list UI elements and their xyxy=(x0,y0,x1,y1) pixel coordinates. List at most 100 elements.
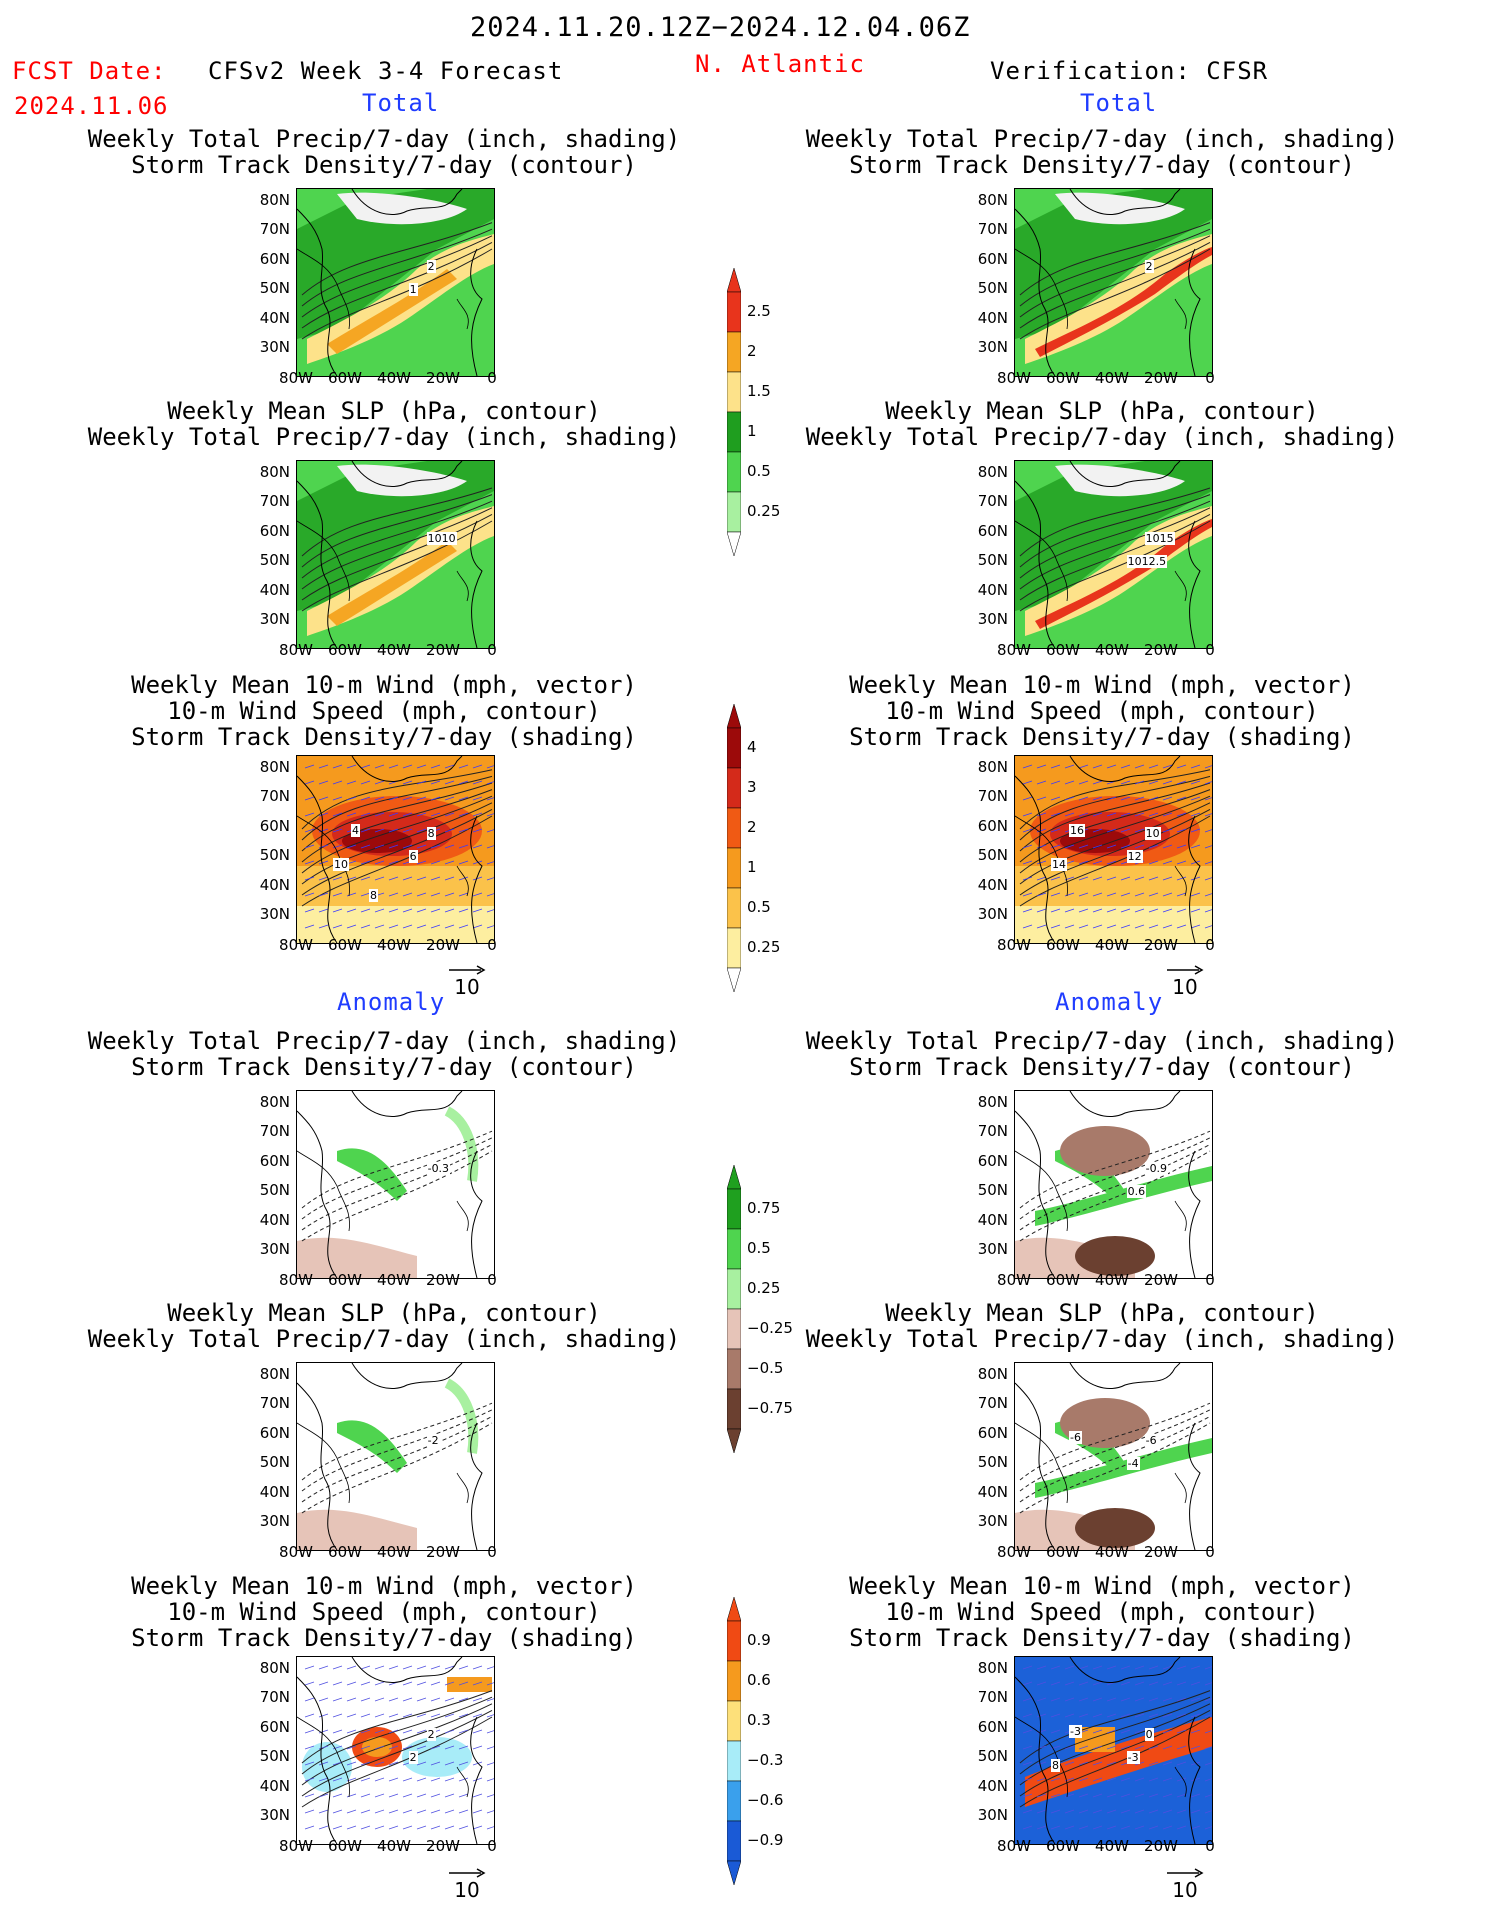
lon-tick: 40W xyxy=(377,369,411,387)
vector-ref-value: 10 xyxy=(454,1878,480,1902)
colorbar-precip_anom xyxy=(726,1164,742,1457)
lat-tick: 30N xyxy=(259,1240,290,1258)
map-panel: 8 6 4 10 8 xyxy=(296,755,495,944)
panel-title: Weekly Total Precip/7-day (inch, shading… xyxy=(87,1027,681,1055)
model-title: CFSv2 Week 3-4 Forecast xyxy=(208,57,564,85)
vector-ref-right-total xyxy=(1165,962,1205,981)
lat-tick: 50N xyxy=(977,846,1008,865)
contour-label: 2 xyxy=(408,1750,418,1764)
lat-tick: 40N xyxy=(259,308,290,327)
map-plot xyxy=(1015,1657,1212,1844)
colorbar-label: 0.25 xyxy=(747,1279,781,1297)
map-plot xyxy=(297,1363,494,1550)
panel-title: Weekly Total Precip/7-day (inch, shading… xyxy=(87,125,681,153)
colorbar-track_anom xyxy=(726,1596,742,1889)
lon-tick: 40W xyxy=(1095,1543,1129,1561)
contour-label: 8 xyxy=(369,888,378,902)
lat-tick: 70N xyxy=(259,1394,290,1413)
lat-tick: 40N xyxy=(259,1210,290,1229)
contour-label: 1 xyxy=(408,282,418,296)
lon-tick: 80W xyxy=(279,369,313,387)
lat-tick: 60N xyxy=(977,816,1008,835)
contour-label: 1015 xyxy=(1144,532,1175,546)
lat-tick: 80N xyxy=(977,463,1008,481)
section-anomaly-right: Anomaly xyxy=(1055,988,1164,1016)
lat-tick: 60N xyxy=(977,1717,1008,1736)
lat-tick: 60N xyxy=(259,816,290,835)
lon-tick: 80W xyxy=(279,936,313,954)
lat-tick: 50N xyxy=(259,1181,290,1200)
lon-tick: 60W xyxy=(1046,936,1080,954)
colorbar-label: 0.3 xyxy=(747,1711,771,1729)
lat-tick: 80N xyxy=(977,191,1008,209)
lon-tick: 80W xyxy=(279,1837,313,1855)
lon-tick: 0 xyxy=(1205,936,1215,954)
section-anomaly-left: Anomaly xyxy=(337,988,446,1016)
lat-tick: 30N xyxy=(259,1512,290,1530)
lat-tick: 60N xyxy=(259,1717,290,1736)
lat-tick: 80N xyxy=(259,191,290,209)
lat-tick: 40N xyxy=(977,308,1008,327)
map-plot xyxy=(297,1657,494,1844)
lat-tick: 80N xyxy=(259,1365,290,1383)
panel-title: 10-m Wind Speed (mph, contour) xyxy=(885,697,1319,725)
panel-title: Storm Track Density/7-day (contour) xyxy=(131,151,637,179)
lon-tick: 0 xyxy=(487,641,497,659)
region-title: N. Atlantic xyxy=(695,50,865,78)
lat-tick: 50N xyxy=(977,1181,1008,1200)
lat-tick: 70N xyxy=(259,1688,290,1707)
colorbar-label: 0.25 xyxy=(747,502,781,520)
lon-tick: 0 xyxy=(1205,641,1215,659)
verification-title: Verification: CFSR xyxy=(990,57,1269,85)
lon-tick: 20W xyxy=(1144,369,1178,387)
contour-label: 12 xyxy=(1126,849,1143,863)
panel-title: Weekly Total Precip/7-day (inch, shading… xyxy=(805,1027,1399,1055)
lat-tick: 70N xyxy=(977,220,1008,239)
contour-label: 10 xyxy=(333,858,349,871)
lon-tick: 60W xyxy=(1046,1543,1080,1561)
map-panel: -0.3 xyxy=(296,1090,495,1279)
lon-tick: 0 xyxy=(1205,369,1215,387)
lon-tick: 60W xyxy=(1046,1837,1080,1855)
lon-tick: 0 xyxy=(1205,1543,1215,1561)
section-total-right: Total xyxy=(1080,89,1158,117)
map-panel: 1010 xyxy=(296,460,495,649)
map-plot xyxy=(297,461,494,648)
lat-tick: 50N xyxy=(259,1747,290,1766)
vector-ref-left-anom xyxy=(447,1865,487,1884)
lat-tick: 40N xyxy=(259,875,290,894)
period-title: 2024.11.20.12Z−2024.12.04.06Z xyxy=(470,12,971,43)
lon-tick: 80W xyxy=(997,1837,1031,1855)
colorbar-label: 2 xyxy=(747,818,757,836)
map-panel: -2 xyxy=(296,1362,495,1551)
colorbar xyxy=(726,1164,742,1454)
contour-label: -0.9 xyxy=(1144,1162,1169,1176)
panel-title: Storm Track Density/7-day (shading) xyxy=(131,723,637,751)
panel-title: 10-m Wind Speed (mph, contour) xyxy=(885,1598,1319,1626)
contour-label: -6 xyxy=(1069,1431,1082,1444)
map-plot xyxy=(1015,756,1212,943)
lon-tick: 0 xyxy=(487,936,497,954)
colorbar-label: 0.6 xyxy=(747,1671,771,1689)
lat-tick: 70N xyxy=(259,220,290,239)
lat-tick: 60N xyxy=(259,521,290,540)
map-plot xyxy=(1015,189,1212,376)
contour-label: 2 xyxy=(426,260,436,274)
colorbar xyxy=(726,267,742,557)
colorbar-label: 1 xyxy=(747,858,757,876)
lat-tick: 30N xyxy=(977,905,1008,923)
lon-tick: 20W xyxy=(1144,1271,1178,1289)
lon-tick: 0 xyxy=(487,369,497,387)
lat-tick: 30N xyxy=(259,1806,290,1824)
map-plot xyxy=(297,1091,494,1278)
section-total-left: Total xyxy=(362,89,440,117)
lon-tick: 80W xyxy=(997,936,1031,954)
lon-tick: 40W xyxy=(377,1543,411,1561)
contour-label: 1012.5 xyxy=(1126,554,1168,568)
lon-tick: 60W xyxy=(1046,1271,1080,1289)
lat-tick: 70N xyxy=(977,492,1008,511)
panel-title: Weekly Mean SLP (hPa, contour) xyxy=(885,1299,1319,1327)
lon-tick: 80W xyxy=(997,1543,1031,1561)
lon-tick: 80W xyxy=(279,641,313,659)
